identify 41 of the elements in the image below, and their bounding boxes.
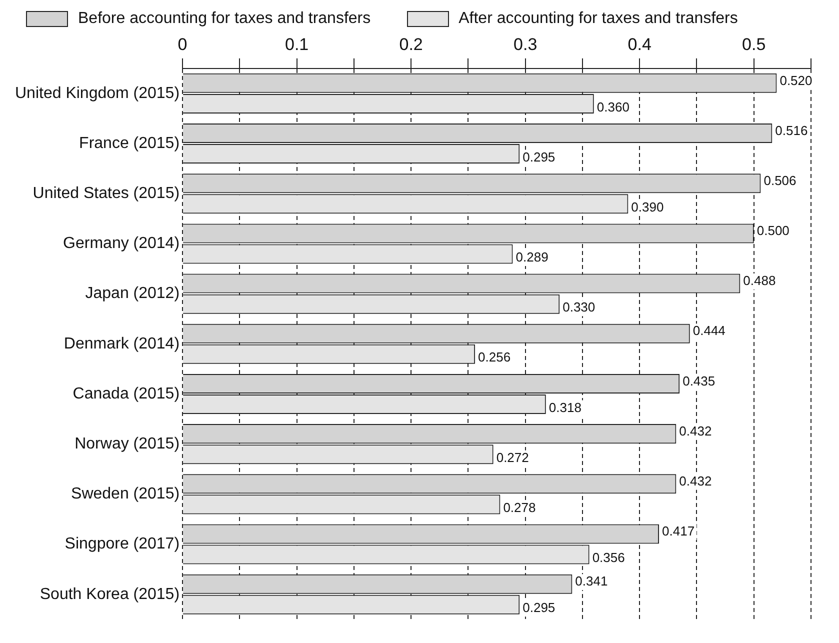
data-label: 0.272: [496, 450, 529, 465]
data-label: 0.516: [775, 122, 808, 138]
x-tick-label: 0: [178, 34, 188, 54]
x-tick-label: 0.3: [514, 34, 538, 54]
y-tick-label: Canada (2015): [72, 385, 180, 402]
x-tick-label: 0.1: [284, 34, 309, 54]
x-tick-label: 0.2: [399, 34, 423, 54]
data-label: 0.318: [548, 400, 582, 415]
data-label: 0.506: [764, 172, 796, 188]
y-tick-label: South Korea (2015): [40, 586, 180, 603]
data-label: 0.289: [516, 250, 548, 265]
legend-label: Before accounting for taxes and transfers: [78, 10, 371, 28]
data-label: 0.360: [596, 99, 630, 114]
y-tick-label: Singpore (2017): [64, 536, 180, 553]
x-tick-label: 0.4: [628, 34, 652, 54]
x-tick-label: 0.5: [742, 34, 766, 54]
y-tick-label: Germany (2014): [63, 235, 180, 252]
data-label: 0.341: [575, 574, 608, 589]
y-tick-label: Denmark (2014): [64, 335, 180, 352]
data-label: 0.432: [679, 473, 712, 488]
legend-label: After accounting for taxes and transfers: [458, 10, 738, 28]
y-tick-label: France (2015): [79, 134, 180, 152]
y-tick-label: Sweden (2015): [71, 486, 180, 503]
y-tick-label: United Kingdom (2015): [14, 84, 180, 102]
data-label: 0.500: [756, 223, 790, 238]
data-label: 0.295: [522, 149, 556, 164]
data-label: 0.520: [780, 72, 812, 88]
y-tick-label: Norway (2015): [74, 435, 180, 452]
data-label: 0.356: [592, 550, 625, 566]
data-label: 0.444: [692, 323, 726, 338]
y-tick-label: Japan (2012): [85, 285, 180, 302]
data-label: 0.435: [682, 373, 716, 388]
data-label: 0.330: [562, 300, 596, 315]
y-tick-label: United States (2015): [32, 185, 180, 202]
data-label: 0.417: [662, 524, 695, 539]
data-label: 0.295: [522, 600, 556, 616]
data-label: 0.390: [631, 199, 664, 214]
data-label: 0.278: [503, 500, 536, 516]
data-label: 0.432: [679, 423, 712, 438]
data-label: 0.256: [478, 350, 511, 365]
data-label: 0.488: [743, 273, 776, 288]
